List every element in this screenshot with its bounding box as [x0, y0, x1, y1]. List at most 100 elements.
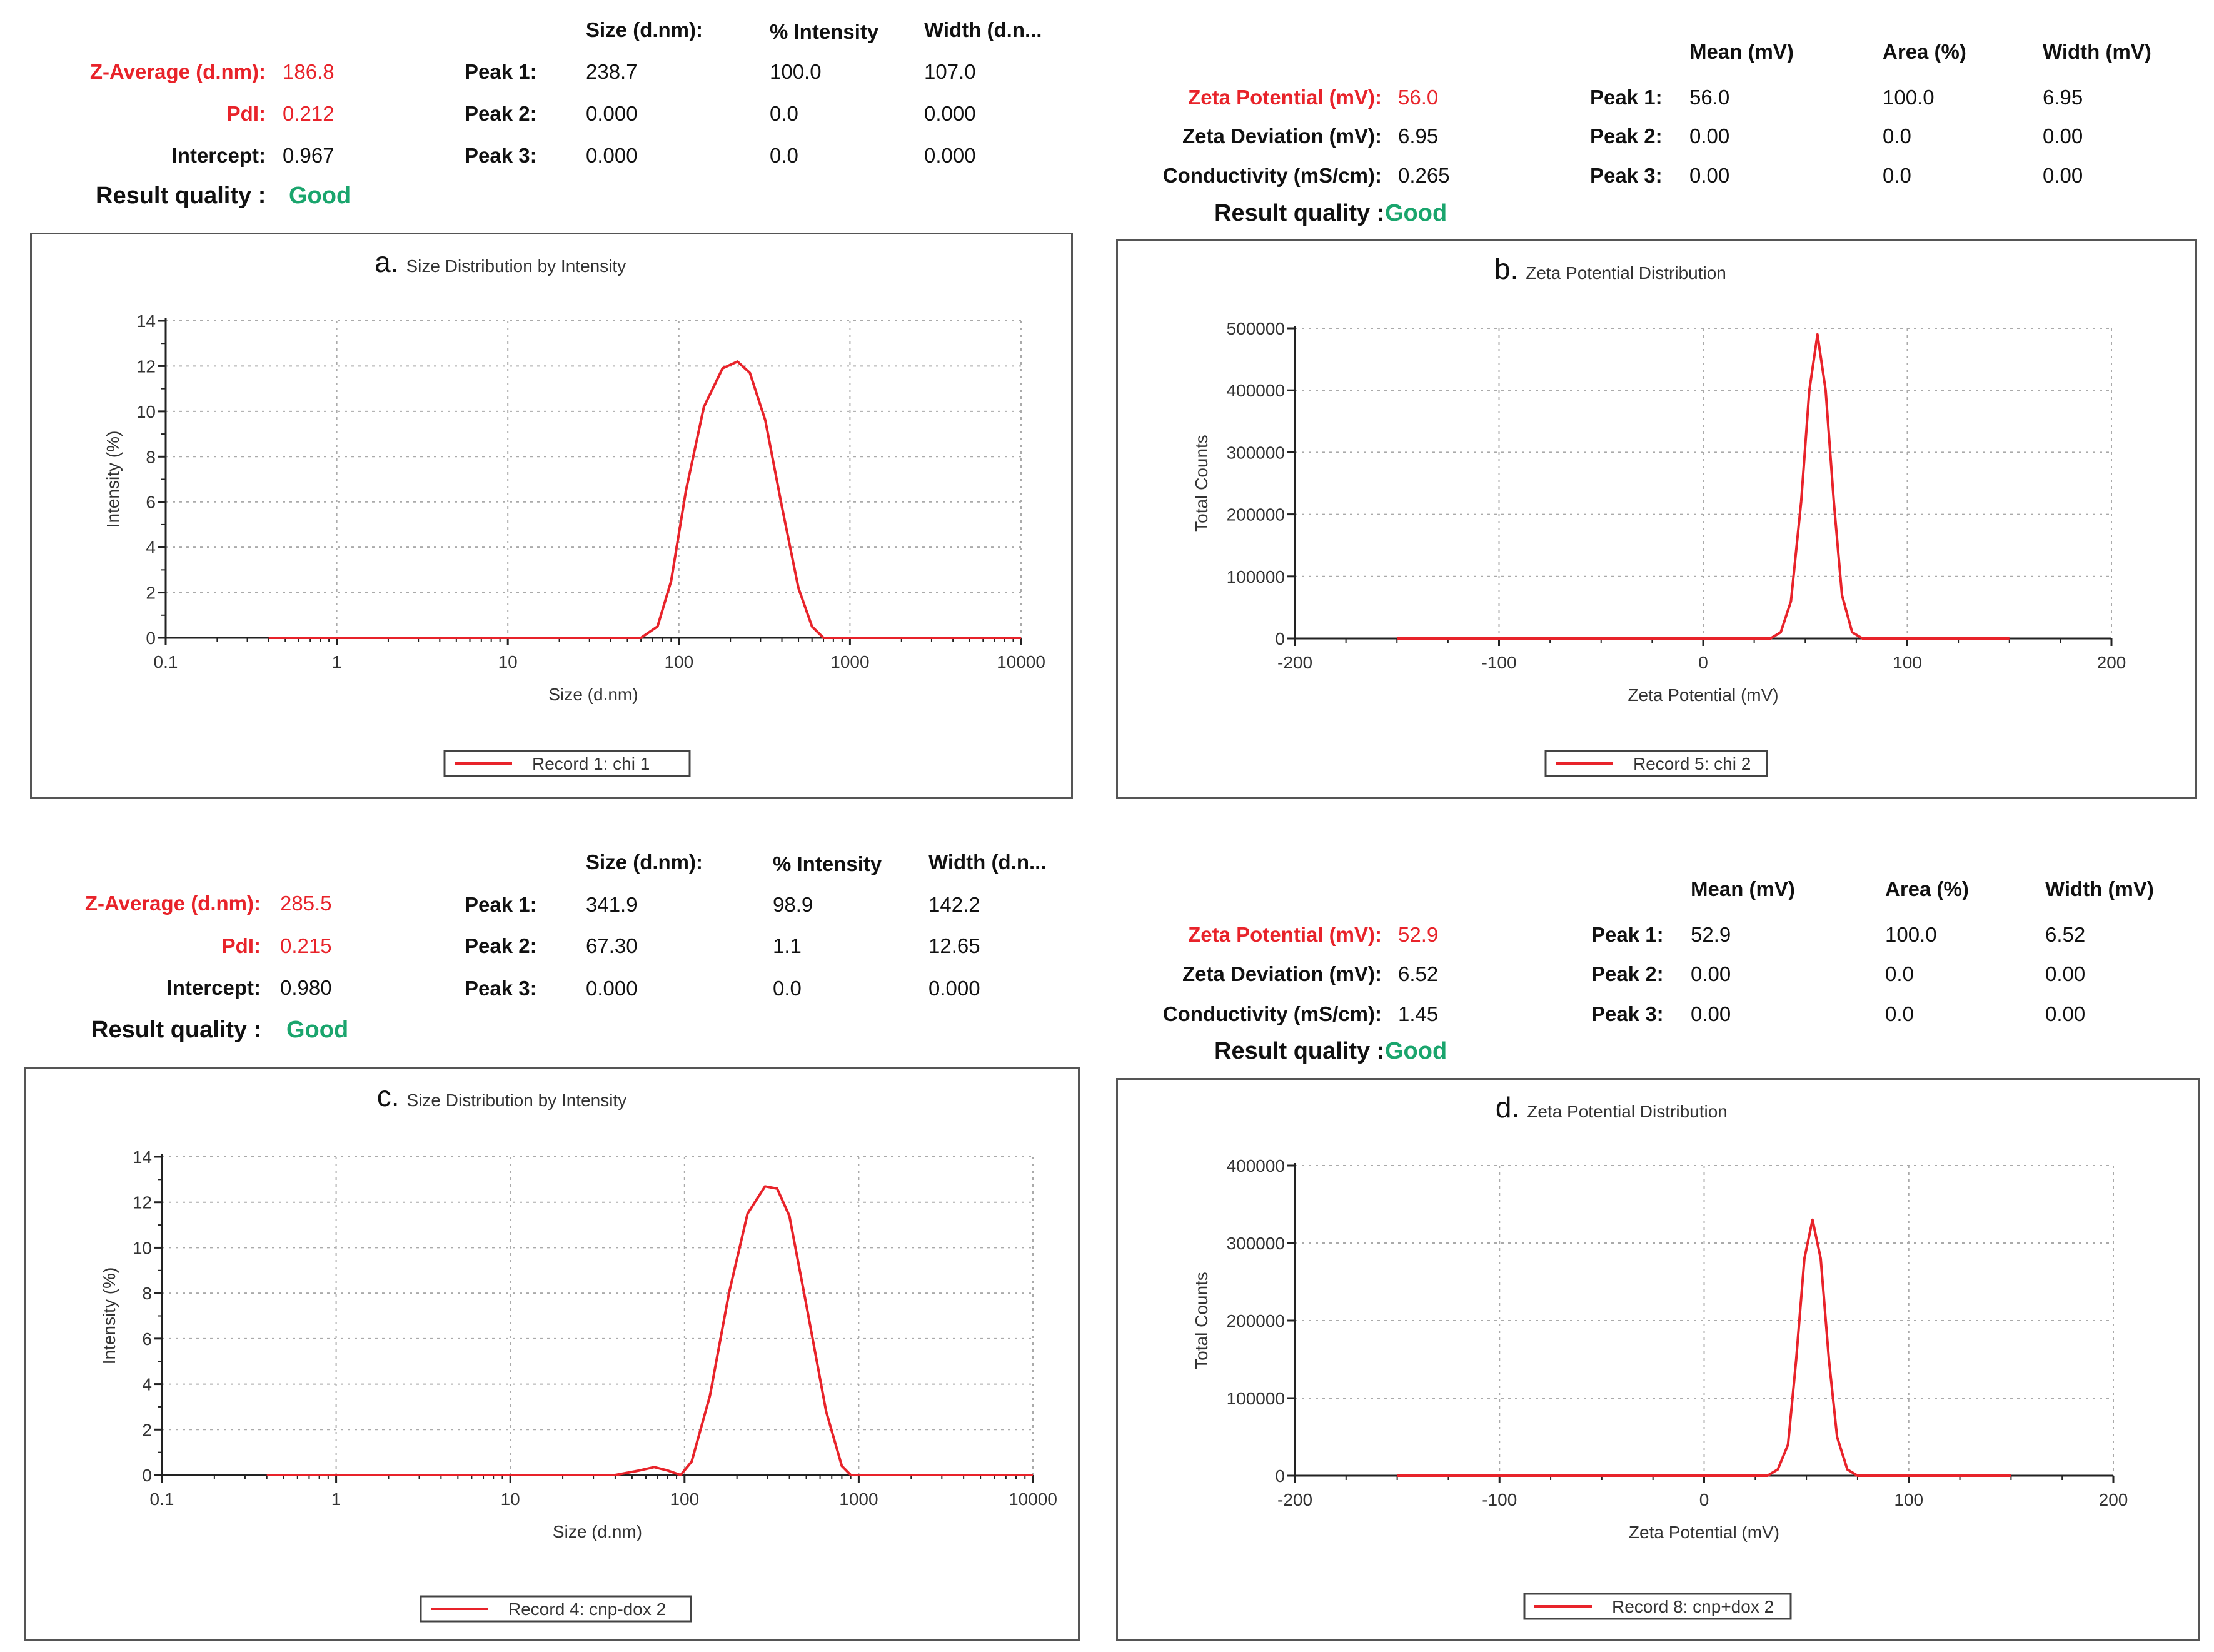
peak-header-mean: Mean (mV) [1691, 877, 1795, 900]
z-average-label: Z-Average (d.nm): [84, 892, 261, 915]
peak-1-width: 6.95 [2043, 86, 2083, 109]
x-tick-label: 200 [2099, 1490, 2128, 1509]
y-tick-label: 12 [133, 1193, 152, 1212]
y-tick-label: 4 [142, 1375, 152, 1394]
peak-1-intensity: 100.0 [770, 60, 822, 83]
x-tick-label: -200 [1277, 1490, 1312, 1509]
x-tick-label: 100 [1893, 653, 1922, 672]
x-axis-label: Size (d.nm) [548, 685, 638, 704]
x-tick-label: 10 [501, 1489, 520, 1509]
y-tick-label: 2 [142, 1420, 152, 1439]
peak-1-size: 341.9 [586, 893, 638, 916]
x-tick-label: 200 [2097, 653, 2126, 672]
conductivity-value: 1.45 [1398, 1002, 1439, 1025]
peak-2-intensity: 0.0 [770, 102, 798, 125]
peak-2-width: 12.65 [928, 934, 980, 957]
y-axis-label: Total Counts [1192, 1272, 1211, 1369]
y-tick-label: 12 [136, 356, 156, 376]
peak-2-size: 67.30 [586, 934, 638, 957]
zeta-deviation-label: Zeta Deviation (mV): [1182, 962, 1382, 985]
peak-1-area: 100.0 [1883, 86, 1935, 109]
peak-2-label: Peak 2: [465, 102, 537, 125]
peak-header-intensity: % Intensity [770, 20, 879, 43]
x-axis-label: Zeta Potential (mV) [1629, 1523, 1779, 1542]
x-tick-label: 100 [664, 652, 693, 672]
peak-1-label: Peak 1: [465, 893, 537, 916]
panel-letter: d. [1496, 1091, 1519, 1124]
y-tick-label: 6 [142, 1329, 152, 1349]
chart-frame: b. Zeta Potential Distribution -200 -100 0 10… [1116, 239, 2197, 799]
peak-3-label: Peak 3: [465, 144, 537, 167]
peak-1-intensity: 98.9 [773, 893, 813, 916]
peak-2-mean: 0.00 [1689, 124, 1730, 148]
x-tick-label: 0.1 [154, 652, 178, 672]
y-tick-label: 100000 [1227, 567, 1285, 587]
x-tick-label: 1000 [830, 652, 869, 672]
conductivity-value: 0.265 [1398, 164, 1450, 187]
panel-letter: a. [375, 246, 398, 278]
conductivity-label: Conductivity (mS/cm): [1162, 164, 1382, 187]
peak-2-width: 0.00 [2043, 124, 2083, 148]
peak-2-label: Peak 2: [1590, 124, 1663, 148]
pdi-label: PdI: [226, 102, 266, 125]
result-quality-value: Good [1385, 200, 1447, 226]
peak-2-mean: 0.00 [1691, 962, 1731, 985]
peak-2-size: 0.000 [586, 102, 638, 125]
y-tick-label: 8 [146, 447, 156, 466]
result-quality-value: Good [1385, 1038, 1447, 1064]
peak-2-area: 0.0 [1883, 124, 1911, 148]
peak-header-width: Width (mV) [2045, 877, 2154, 900]
y-tick-label: 200000 [1227, 1311, 1285, 1331]
peak-3-width: 0.00 [2045, 1002, 2086, 1025]
peak-3-width: 0.000 [924, 144, 976, 167]
x-tick-label: -100 [1481, 653, 1516, 672]
y-tick-label: 300000 [1227, 1234, 1285, 1253]
x-axis-label: Zeta Potential (mV) [1628, 685, 1778, 705]
peak-2-area: 0.0 [1885, 962, 1914, 985]
chart-title: Zeta Potential Distribution [1527, 1102, 1728, 1121]
x-tick-label: 10 [498, 652, 518, 672]
y-tick-label: 0 [1275, 1466, 1285, 1486]
y-tick-label: 0 [1275, 629, 1285, 648]
y-tick-label: 500000 [1227, 319, 1285, 338]
peak-3-label: Peak 3: [1590, 164, 1663, 187]
peak-1-width: 107.0 [924, 60, 976, 83]
chart-a-svg: a. Size Distribution by Intensity 0.1 1 10 10… [103, 246, 1045, 777]
peak-2-width: 0.00 [2045, 962, 2086, 985]
peak-1-area: 100.0 [1885, 923, 1937, 946]
pdi-value: 0.212 [283, 102, 335, 125]
result-quality-label: Result quality : [1214, 200, 1385, 226]
series-line [1397, 333, 2010, 640]
peak-header-size: Size (d.nm): [586, 18, 703, 41]
y-tick-label: 100000 [1227, 1389, 1285, 1408]
x-tick-label: -100 [1482, 1490, 1517, 1509]
zeta-potential-value: 56.0 [1398, 86, 1439, 109]
peak-3-intensity: 0.0 [773, 977, 802, 1000]
peak-3-label: Peak 3: [465, 977, 537, 1000]
pdi-value: 0.215 [280, 934, 332, 957]
peak-3-size: 0.000 [586, 144, 638, 167]
z-average-value: 285.5 [280, 892, 332, 915]
y-tick-label: 14 [136, 311, 156, 331]
y-tick-label: 0 [142, 1466, 152, 1485]
x-tick-label: -200 [1277, 653, 1312, 672]
peak-3-intensity: 0.0 [770, 144, 798, 167]
legend-label: Record 5: chi 2 [1633, 754, 1751, 773]
peak-3-mean: 0.00 [1689, 164, 1730, 187]
x-tick-label: 10000 [997, 652, 1045, 672]
x-tick-label: 1 [331, 1489, 341, 1509]
x-tick-label: 0 [1698, 653, 1708, 672]
peak-3-area: 0.0 [1885, 1002, 1914, 1025]
pdi-label: PdI: [221, 934, 261, 957]
y-tick-label: 4 [146, 538, 156, 557]
y-tick-label: 400000 [1227, 1156, 1285, 1176]
peak-1-width: 142.2 [928, 893, 980, 916]
legend-label: Record 8: cnp+dox 2 [1612, 1597, 1774, 1616]
chart-c-svg: c. Size Distribution by Intensity 0.1 1 10 10… [99, 1080, 1057, 1623]
y-tick-label: 8 [142, 1284, 152, 1303]
peak-header-size: Size (d.nm): [586, 850, 703, 874]
result-quality-label: Result quality : [1214, 1038, 1385, 1064]
